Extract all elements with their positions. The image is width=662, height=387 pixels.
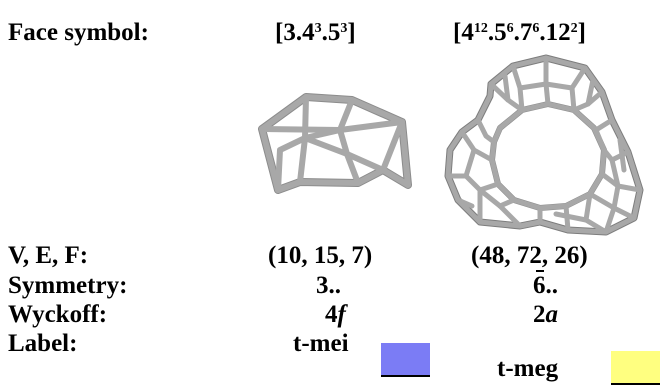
vef-meg: (48, 72, 26) <box>471 242 588 269</box>
t-mei-tile-image <box>258 93 412 194</box>
label-meg: t-meg <box>497 355 559 382</box>
t-meg-tile-image <box>444 54 644 236</box>
symmetry-meg-tail: .. <box>545 272 559 299</box>
wyckoff-meg: 2a <box>533 301 558 328</box>
label-label: Label: <box>8 330 78 357</box>
face-symbol-label: Face symbol: <box>8 19 149 46</box>
symmetry-meg: 6.. <box>533 270 559 299</box>
wyckoff-mei: 4f <box>325 301 346 328</box>
symmetry-meg-digit: 6 <box>533 270 546 299</box>
color-swatch-meg <box>611 351 660 385</box>
face-symbol-mei: [3.43.53] <box>275 19 356 46</box>
color-swatch-mei <box>381 343 430 377</box>
label-mei: t-mei <box>293 330 349 357</box>
face-symbol-meg: [412.56.76.122] <box>453 19 586 46</box>
vef-mei: (10, 15, 7) <box>268 242 373 269</box>
symmetry-label: Symmetry: <box>8 272 128 299</box>
wyckoff-label: Wyckoff: <box>8 301 108 328</box>
symmetry-mei: 3.. <box>316 272 341 299</box>
vef-label: V, E, F: <box>8 242 89 269</box>
